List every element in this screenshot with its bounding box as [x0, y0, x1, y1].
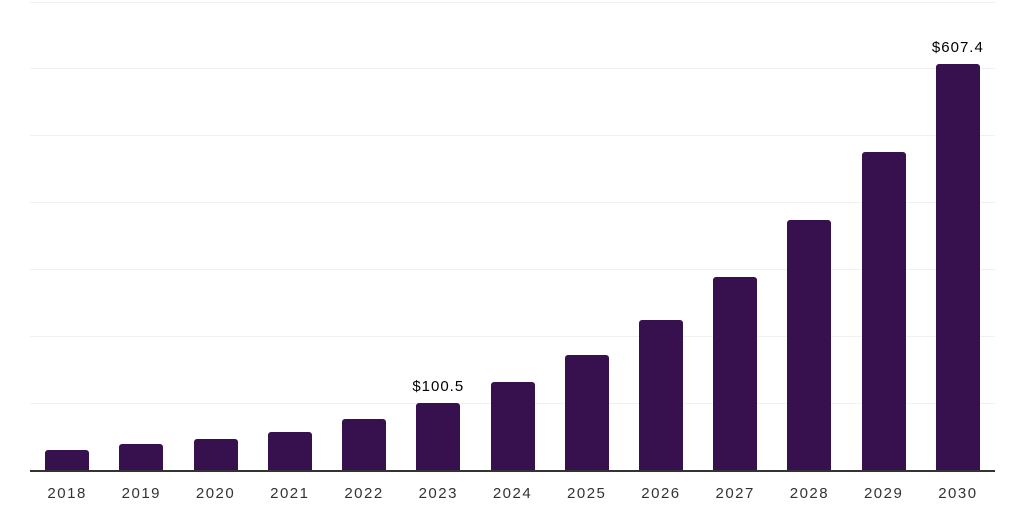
x-tick-label-2024: 2024	[492, 485, 533, 502]
x-axis-line	[30, 469, 995, 472]
gridline	[30, 269, 995, 271]
gridline	[30, 135, 995, 137]
x-tick-label-2026: 2026	[641, 485, 681, 502]
bar-2019	[119, 443, 164, 471]
x-tick-label-2021: 2021	[270, 485, 310, 502]
bar-2025	[564, 354, 609, 471]
x-tick-label-2025: 2025	[567, 485, 607, 502]
x-tick-label-2018: 2018	[47, 485, 87, 502]
bar-2023	[416, 403, 461, 471]
bar-2024	[490, 381, 535, 471]
x-tick-label-2022: 2022	[344, 485, 384, 502]
bar-2028	[787, 219, 832, 471]
bar-2018	[45, 450, 90, 471]
gridline	[30, 202, 995, 204]
x-tick-label-2020: 2020	[195, 485, 236, 502]
bar-2022	[342, 418, 387, 471]
gridline	[30, 68, 995, 70]
x-tick-label-2027: 2027	[715, 485, 755, 502]
x-tick-label-2023: 2023	[418, 485, 458, 502]
bar-2020	[193, 438, 238, 471]
bar-2026	[638, 319, 683, 471]
bar-2027	[713, 276, 758, 471]
x-tick-label-2019: 2019	[121, 485, 162, 502]
gridline	[30, 1, 995, 3]
data-label-2030: $607.4	[931, 38, 984, 56]
x-tick-label-2029: 2029	[863, 485, 904, 502]
bar-2029	[861, 151, 906, 471]
x-tick-label-2028: 2028	[789, 485, 830, 502]
bar-2021	[267, 431, 312, 471]
bar-2030	[935, 63, 980, 471]
x-tick-label-2030: 2030	[938, 485, 978, 502]
gridline	[30, 336, 995, 338]
data-label-2023: $100.5	[412, 378, 465, 396]
